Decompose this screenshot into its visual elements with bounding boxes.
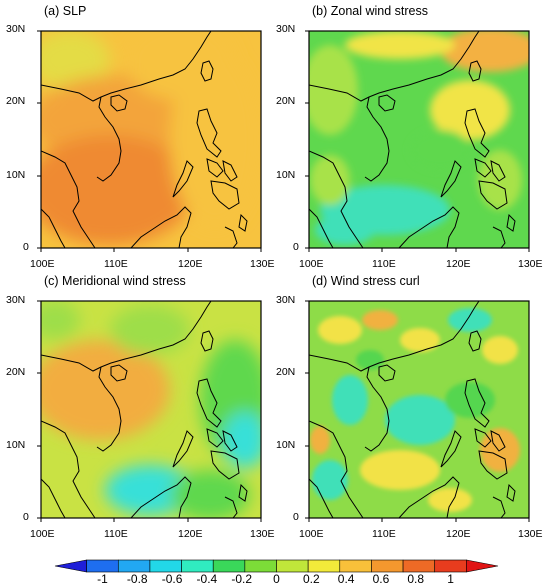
colorbar: [54, 559, 499, 573]
panel-b-title: (b) Zonal wind stress: [312, 4, 429, 18]
panel-a-ytick-30n: 30N: [6, 23, 26, 35]
panel-c-ytick-30n: 30N: [6, 294, 26, 306]
colorbar-tick-label: -1: [97, 572, 108, 586]
panel-c-xtick-110e: 110E: [104, 528, 128, 540]
panel-b-ytick-30n: 30N: [276, 23, 296, 35]
panel-a-xtick-130e: 130E: [250, 258, 275, 270]
panel-b-xtick-120e: 120E: [446, 258, 471, 270]
colorbar-swatch: [402, 559, 436, 573]
panel-c-map: [40, 300, 262, 519]
panel-d-title: (d) Wind stress curl: [312, 274, 420, 288]
panel-c-ytick-20n: 20N: [6, 366, 26, 378]
colorbar-swatch: [86, 559, 119, 573]
panel-b-xtick-130e: 130E: [518, 258, 543, 270]
colorbar-tick-label: -0.2: [231, 572, 253, 586]
panel-b-ytick-0: 0: [293, 241, 299, 253]
colorbar-arrow-left: [54, 559, 87, 573]
tick-marks: [37, 30, 530, 522]
panel-a-title: (a) SLP: [44, 4, 87, 18]
panel-b-xtick-100e: 100E: [299, 258, 324, 270]
colorbar-tick-label: 0.8: [407, 572, 425, 586]
colorbar-swatch: [307, 559, 341, 573]
panel-a-ytick-20n: 20N: [6, 95, 26, 107]
colorbar-tick-label: 0: [273, 572, 280, 586]
panel-d-ytick-10n: 10N: [276, 439, 296, 451]
colorbar-swatch: [339, 559, 372, 573]
panel-a-ytick-10n: 10N: [6, 169, 26, 181]
colorbar-swatch: [117, 559, 151, 573]
panel-d-xtick-120e: 120E: [446, 528, 471, 540]
panel-d-ytick-0: 0: [293, 511, 299, 523]
panel-d-map: [308, 300, 530, 519]
colorbar-tick-label: 1: [447, 572, 454, 586]
colorbar-tick-label: 0.4: [337, 572, 355, 586]
colorbar-swatch: [434, 559, 467, 573]
colorbar-swatch: [212, 559, 246, 573]
panel-c-xtick-120e: 120E: [178, 528, 203, 540]
panel-b-xtick-110e: 110E: [372, 258, 396, 270]
panel-d-xtick-110e: 110E: [372, 528, 396, 540]
panel-b-map: [308, 30, 530, 249]
panel-c-xtick-100e: 100E: [30, 528, 55, 540]
panel-d-xtick-100e: 100E: [299, 528, 324, 540]
panel-a-ytick-0: 0: [23, 241, 29, 253]
panel-c-title: (c) Meridional wind stress: [44, 274, 186, 288]
colorbar-tick-label: -0.4: [196, 572, 218, 586]
panel-c-xtick-130e: 130E: [250, 528, 275, 540]
colorbar-tick-label: -0.8: [126, 572, 148, 586]
colorbar-swatch: [244, 559, 277, 573]
colorbar-swatch: [371, 559, 404, 573]
panel-c-ytick-10n: 10N: [6, 439, 26, 451]
panel-c-ytick-0: 0: [23, 511, 29, 523]
colorbar-arrow-right: [466, 559, 499, 573]
panel-d-ytick-30n: 30N: [276, 294, 296, 306]
panel-b-ytick-10n: 10N: [276, 169, 296, 181]
colorbar-swatch: [276, 559, 309, 573]
colorbar-tick-label: 0.2: [302, 572, 320, 586]
colorbar-tick-label: 0.6: [372, 572, 390, 586]
colorbar-swatch: [181, 559, 214, 573]
panel-a-xtick-110e: 110E: [104, 258, 128, 270]
panel-d-xtick-130e: 130E: [518, 528, 543, 540]
panel-a-xtick-120e: 120E: [178, 258, 203, 270]
colorbar-swatch: [149, 559, 182, 573]
panel-a-map: [40, 30, 262, 249]
panel-a-xtick-100e: 100E: [30, 258, 55, 270]
panel-d-ytick-20n: 20N: [276, 366, 296, 378]
panel-b-ytick-20n: 20N: [276, 95, 296, 107]
colorbar-tick-label: -0.6: [161, 572, 183, 586]
